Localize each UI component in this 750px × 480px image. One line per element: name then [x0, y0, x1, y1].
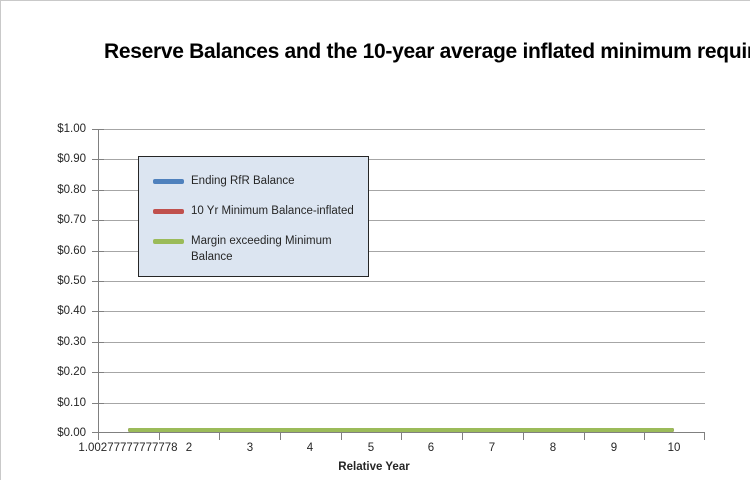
y-tick — [92, 190, 104, 191]
x-tick — [401, 433, 402, 440]
y-tick — [92, 372, 104, 373]
legend-item: Ending RfR Balance — [153, 173, 360, 189]
x-tick — [704, 433, 705, 440]
chart-title: Reserve Balances and the 10-year average… — [104, 40, 750, 63]
y-tick-label: $0.30 — [57, 336, 86, 348]
legend-label: Ending RfR Balance — [191, 175, 295, 187]
legend-label: 10 Yr Minimum Balance-inflated — [191, 205, 354, 217]
gridline — [98, 159, 705, 160]
gridline — [98, 311, 705, 312]
x-tick-label: 1.00277777777778 — [78, 442, 178, 454]
y-tick — [92, 342, 104, 343]
legend-swatch-green — [153, 239, 184, 244]
y-tick-label: $0.00 — [57, 427, 86, 439]
gridline — [98, 129, 705, 130]
y-tick-label: $0.40 — [57, 305, 86, 317]
y-tick — [92, 159, 104, 160]
legend-item: Margin exceeding Minimum Balance — [153, 233, 360, 265]
x-tick — [98, 433, 99, 440]
y-tick — [92, 220, 104, 221]
y-tick-label: $1.00 — [57, 123, 86, 135]
x-tick — [523, 433, 524, 440]
gridline — [98, 190, 705, 191]
x-tick — [280, 433, 281, 440]
x-tick — [462, 433, 463, 440]
y-tick-label: $0.80 — [57, 184, 86, 196]
x-tick-label: 4 — [306, 442, 314, 454]
gridline — [98, 342, 705, 343]
legend-swatch-blue — [153, 179, 184, 184]
x-tick — [219, 433, 220, 440]
y-tick — [92, 403, 104, 404]
x-tick-label: 6 — [427, 442, 435, 454]
x-axis-title: Relative Year — [338, 461, 410, 473]
y-tick — [92, 251, 104, 252]
gridline — [98, 251, 705, 252]
legend-label: Margin exceeding Minimum Balance — [191, 235, 332, 263]
legend-item: 10 Yr Minimum Balance-inflated — [153, 203, 360, 219]
series-line-margin-exceeding-minimum — [128, 428, 674, 432]
y-tick-label: $0.90 — [57, 153, 86, 165]
x-tick-label: 7 — [488, 442, 496, 454]
y-tick — [92, 129, 104, 130]
x-tick — [644, 433, 645, 440]
x-tick-label: 5 — [367, 442, 375, 454]
gridline — [98, 372, 705, 373]
legend-swatch-red — [153, 209, 184, 214]
y-tick-label: $0.70 — [57, 214, 86, 226]
y-tick-label: $0.60 — [57, 245, 86, 257]
x-tick-label: 9 — [610, 442, 618, 454]
x-axis-line — [98, 432, 705, 433]
x-tick — [159, 433, 160, 440]
y-tick — [92, 311, 104, 312]
y-tick — [92, 432, 104, 433]
x-tick-label: 2 — [185, 442, 193, 454]
y-tick-label: $0.50 — [57, 275, 86, 287]
y-tick-label: $0.20 — [57, 366, 86, 378]
y-tick — [92, 281, 104, 282]
legend[interactable]: Ending RfR Balance 10 Yr Minimum Balance… — [138, 156, 369, 277]
x-tick — [584, 433, 585, 440]
y-tick-label: $0.10 — [57, 397, 86, 409]
x-tick-label: 8 — [549, 442, 557, 454]
x-tick-label: 10 — [667, 442, 681, 454]
x-tick-label: 3 — [246, 442, 254, 454]
gridline — [98, 281, 705, 282]
gridline — [98, 220, 705, 221]
x-tick — [341, 433, 342, 440]
gridline — [98, 403, 705, 404]
